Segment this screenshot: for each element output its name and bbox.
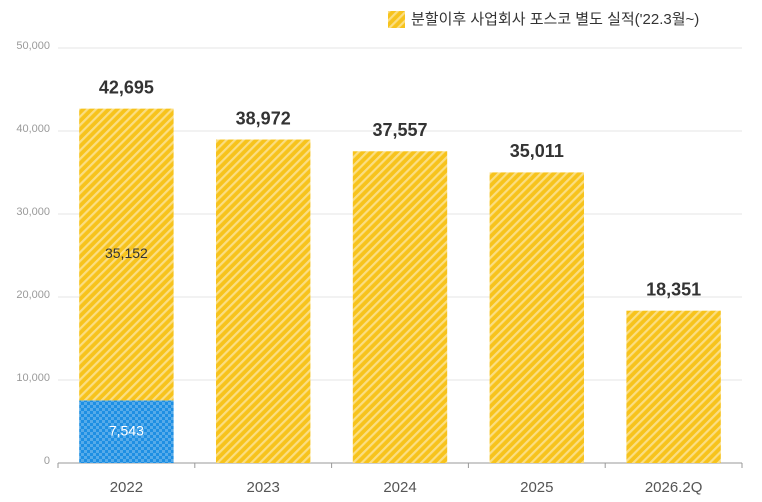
bar-segment xyxy=(79,400,174,463)
y-tick-label: 0 xyxy=(44,455,50,467)
y-tick-label: 10,000 xyxy=(16,372,50,384)
total-label: 42,695 xyxy=(99,77,154,97)
x-tick-label: 2026.2Q xyxy=(645,479,703,496)
legend-swatch xyxy=(388,11,405,28)
x-tick-label: 2022 xyxy=(110,479,143,496)
bar-segment xyxy=(489,172,584,464)
x-tick-label: 2023 xyxy=(247,479,280,496)
bar-segment xyxy=(352,151,448,463)
legend-label: 분할이후 사업회사 포스코 별도 실적('22.3월~) xyxy=(411,11,699,28)
y-tick-label: 20,000 xyxy=(16,289,50,301)
total-label: 35,011 xyxy=(510,141,564,161)
bar-segment xyxy=(216,139,311,463)
bar-segment xyxy=(79,108,174,401)
total-label: 37,557 xyxy=(372,120,427,140)
x-tick-label: 2025 xyxy=(520,479,553,496)
total-label: 38,972 xyxy=(236,108,291,128)
bar-segment xyxy=(626,310,721,463)
value-label: 7,543 xyxy=(109,422,144,438)
y-tick-label: 40,000 xyxy=(16,123,50,135)
y-tick-label: 50,000 xyxy=(16,40,50,52)
value-label: 35,152 xyxy=(105,245,148,261)
y-tick-label: 30,000 xyxy=(16,206,50,218)
total-label: 18,351 xyxy=(646,279,701,299)
x-tick-label: 2024 xyxy=(383,479,416,496)
